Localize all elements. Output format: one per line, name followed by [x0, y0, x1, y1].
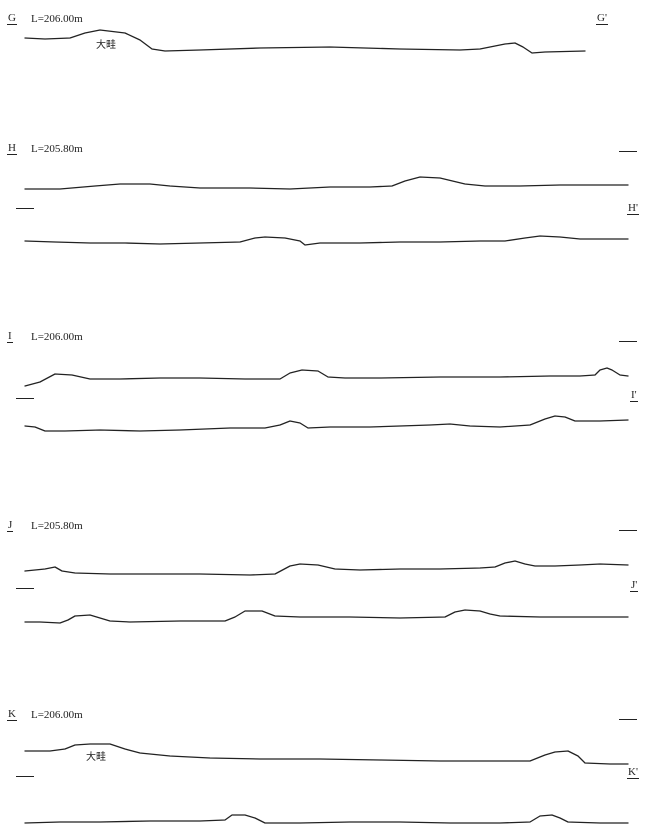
section-i-level: L=206.00m — [31, 331, 83, 343]
section-k-annotation: 大畦 — [86, 752, 106, 763]
section-g-end-mark: G' — [596, 12, 608, 25]
section-h-right-tick — [619, 151, 637, 152]
section-j-left-tick — [16, 588, 34, 589]
section-h-start-mark: H — [7, 142, 17, 155]
section-g-level: L=206.00m — [31, 13, 83, 25]
section-g-start-mark: G — [7, 12, 17, 25]
section-h-left-tick — [16, 208, 34, 209]
section-g-annotation: 大畦 — [96, 40, 116, 51]
section-k-right-tick — [619, 719, 637, 720]
section-i-left-tick — [16, 398, 34, 399]
section-k-start-mark: K — [7, 708, 17, 721]
section-h-level: L=205.80m — [31, 143, 83, 155]
profile-line-h-upper — [24, 176, 629, 190]
section-j-start-mark: J — [7, 519, 14, 532]
section-i-right-tick — [619, 341, 637, 342]
profile-line-k-upper — [24, 743, 629, 765]
section-j-level: L=205.80m — [31, 520, 83, 532]
section-j-end-mark: J' — [630, 579, 639, 592]
section-k-end-mark: K' — [627, 766, 639, 779]
profile-line-k-lower — [24, 814, 629, 824]
section-i-end-mark: I' — [630, 389, 638, 402]
profile-line-i-upper — [24, 367, 629, 387]
profile-line-j-lower — [24, 609, 629, 624]
profile-line-g — [24, 29, 586, 54]
section-k-level: L=206.00m — [31, 709, 83, 721]
profile-line-i-lower — [24, 415, 629, 432]
section-i-start-mark: I — [7, 330, 13, 343]
section-k-left-tick — [16, 776, 34, 777]
section-h-end-mark: H' — [627, 202, 639, 215]
profile-line-h-lower — [24, 235, 629, 246]
section-j-right-tick — [619, 530, 637, 531]
profile-line-j-upper — [24, 560, 629, 576]
